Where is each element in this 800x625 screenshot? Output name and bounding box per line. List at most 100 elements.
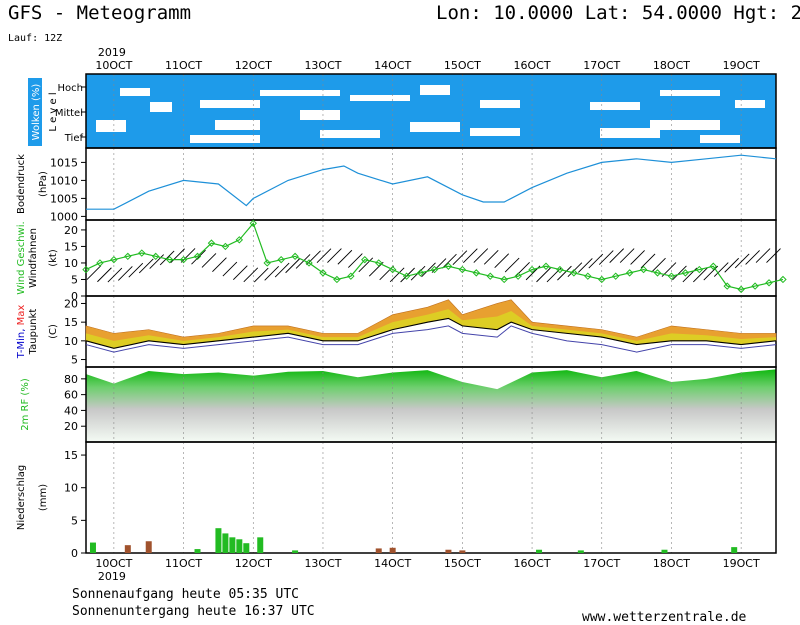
- wind-point: [556, 265, 564, 274]
- precip-bar: [215, 528, 222, 553]
- precip-bar: [445, 549, 452, 553]
- wind-point: [458, 265, 467, 274]
- wind-barb: [348, 253, 363, 268]
- wind-point: [667, 272, 676, 280]
- wind-barb: [609, 248, 625, 263]
- wind-point: [221, 242, 230, 251]
- wind-barb: [191, 249, 206, 265]
- wind-barb: [745, 250, 760, 265]
- wind-barb: [149, 254, 165, 269]
- wind-barb: [619, 248, 635, 263]
- wind-point: [207, 239, 216, 247]
- precip-bar: [243, 543, 250, 553]
- humidity-tick-label: 20: [64, 420, 78, 433]
- precip-bar: [731, 547, 738, 553]
- cloud-gap: [650, 120, 720, 130]
- panel-frame: [85, 441, 777, 554]
- wind-barb: [630, 250, 645, 265]
- precip-bar: [145, 541, 152, 553]
- wind-barb: [358, 257, 374, 273]
- page-title: GFS - Meteogramm: [8, 2, 192, 24]
- pressure-label: Bodendruck: [16, 154, 27, 214]
- precip-tick-label: 0: [71, 547, 78, 560]
- cloud-gap: [150, 102, 172, 112]
- temp-unit: (C): [48, 324, 59, 339]
- wind-barb: [118, 266, 133, 281]
- wind-barb: [672, 265, 687, 281]
- date-label-top: 19OCT: [723, 59, 760, 72]
- wind-barb: [693, 267, 708, 283]
- panel-frame: [85, 147, 777, 221]
- date-label-bottom: 16OCT: [514, 557, 551, 570]
- cloud-gap: [470, 128, 520, 136]
- wind-point: [277, 255, 285, 264]
- wind-point: [542, 262, 550, 270]
- precip-bar: [229, 537, 236, 553]
- date-label-bottom: 15OCT: [444, 557, 481, 570]
- level-label: Tief: [64, 133, 84, 144]
- temp-tick-label: 5: [71, 354, 78, 367]
- wind-barb: [97, 267, 112, 283]
- wind-barb: [285, 258, 300, 274]
- wind-point: [361, 255, 369, 264]
- precip-bar: [459, 550, 466, 553]
- wind-point: [514, 272, 522, 280]
- wind-barb: [442, 253, 457, 269]
- wind-barb: [201, 253, 217, 268]
- date-label-top: 13OCT: [304, 59, 341, 72]
- date-label-bottom: 17OCT: [583, 557, 620, 570]
- wind-barb: [504, 257, 520, 273]
- wind-barb: [640, 253, 656, 269]
- wind-speed-line: [85, 222, 784, 291]
- wind-barb: [421, 262, 436, 278]
- date-label-top: 16OCT: [514, 59, 551, 72]
- wind-point: [695, 265, 704, 274]
- wind-barb: [431, 258, 447, 273]
- wind-point: [570, 269, 578, 277]
- dewpoint-line: [85, 325, 777, 353]
- wind-point: [291, 252, 299, 261]
- temp-tick-label: 15: [64, 316, 78, 329]
- sunset-text: Sonnenuntergang heute 16:37 UTC: [72, 604, 315, 619]
- pressure-unit: (hPa): [38, 171, 49, 197]
- wind-barb: [463, 248, 478, 263]
- wind-point: [681, 269, 690, 277]
- location-readout: Lon: 10.0000 Lat: 54.0000 Hgt: 2: [436, 2, 800, 24]
- wind-barb: [128, 262, 144, 278]
- humidity-tick-label: 40: [64, 404, 78, 417]
- cloud-gap: [260, 90, 340, 96]
- wind-barb: [452, 250, 468, 266]
- temp-tick-label: 10: [64, 335, 78, 348]
- pressure-tick-label: 1010: [50, 174, 78, 187]
- run-label: Lauf: 12Z: [8, 33, 63, 44]
- pressure-tick-label: 1015: [50, 156, 78, 169]
- cloud-gap: [660, 90, 720, 96]
- cloud-gap: [215, 120, 260, 130]
- wind-barb: [327, 248, 342, 263]
- precip-tick-label: 5: [71, 514, 78, 527]
- precip-tick-label: 15: [64, 449, 78, 462]
- humidity-panel: 20 40 60 80 2m RF (%): [20, 366, 777, 443]
- cloud-gap: [480, 100, 520, 108]
- cloud-label: Wolken (%): [31, 84, 42, 141]
- precip-unit: (mm): [38, 484, 49, 511]
- wind-point: [402, 272, 411, 280]
- precip-label: Niederschlag: [16, 465, 27, 530]
- wind-point: [82, 265, 90, 274]
- pressure-tick-label: 1005: [50, 192, 78, 205]
- date-label-bottom: 14OCT: [374, 557, 411, 570]
- date-label-bottom: 10OCT: [95, 557, 132, 570]
- wind-point: [639, 265, 648, 274]
- wind-point: [179, 255, 188, 264]
- precip-bar: [389, 547, 396, 553]
- wind-point: [165, 255, 174, 264]
- wind-point: [737, 285, 745, 294]
- precip-bar: [375, 548, 382, 553]
- cloud-gap: [420, 85, 450, 95]
- wind-barb: [766, 248, 781, 263]
- dewpoint-label: Taupunkt: [28, 309, 39, 356]
- wind-point: [375, 259, 383, 267]
- precip-bar: [89, 542, 96, 553]
- wind-barb: [337, 249, 353, 265]
